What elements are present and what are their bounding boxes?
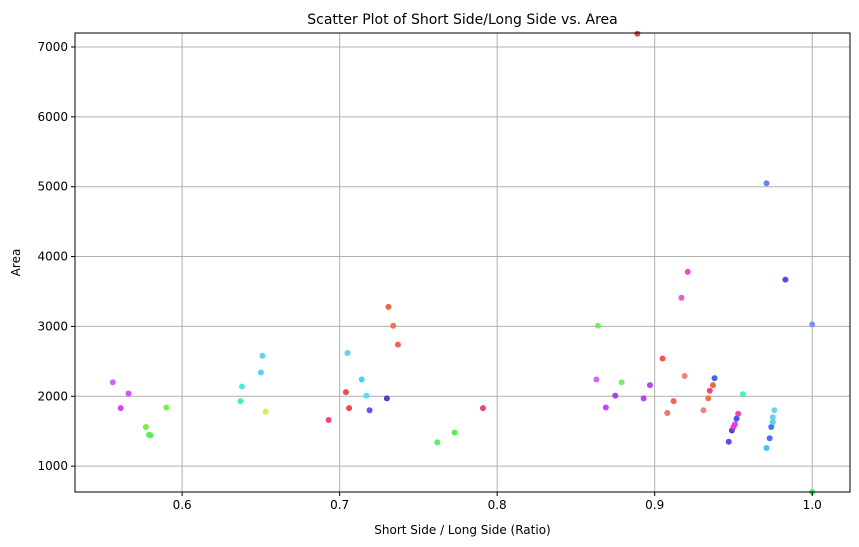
scatter-point (769, 419, 776, 426)
x-tick-label: 0.8 (488, 498, 507, 512)
scatter-point (117, 405, 124, 412)
y-tick-label: 2000 (37, 389, 68, 403)
y-tick-label: 7000 (37, 40, 68, 54)
x-tick-label: 0.9 (645, 498, 664, 512)
scatter-point (732, 421, 739, 428)
scatter-point (700, 407, 707, 414)
y-tick-label: 4000 (37, 250, 68, 264)
y-axis-label: Area (9, 249, 23, 277)
x-tick-label: 0.6 (173, 498, 192, 512)
scatter-point (125, 390, 132, 397)
scatter-point (358, 376, 365, 383)
scatter-point (383, 395, 390, 402)
grid-lines (75, 33, 850, 492)
scatter-point (325, 417, 332, 424)
scatter-point (262, 408, 269, 415)
scatter-point (681, 373, 688, 380)
scatter-point (163, 404, 170, 411)
scatter-point (344, 349, 351, 356)
scatter-point (678, 294, 685, 301)
scatter-point (612, 392, 619, 399)
scatter-points (109, 30, 816, 495)
scatter-point (385, 303, 392, 310)
scatter-point (763, 444, 770, 451)
scatter-point (479, 405, 486, 412)
scatter-point (766, 435, 773, 442)
scatter-point (646, 382, 653, 389)
scatter-point (659, 355, 666, 362)
scatter-point (771, 407, 778, 414)
x-tick-label: 1.0 (803, 498, 822, 512)
chart-title: Scatter Plot of Short Side/Long Side vs.… (307, 12, 618, 28)
scatter-point (257, 369, 264, 376)
y-tick-label: 3000 (37, 319, 68, 333)
scatter-point (237, 398, 244, 405)
y-tick-label: 6000 (37, 110, 68, 124)
scatter-point (238, 383, 245, 390)
y-tick-label: 5000 (37, 180, 68, 194)
scatter-point (147, 432, 154, 439)
x-axis-label: Short Side / Long Side (Ratio) (374, 523, 550, 537)
scatter-point (602, 404, 609, 411)
scatter-point (768, 424, 775, 431)
scatter-point (782, 276, 789, 283)
scatter-point (451, 429, 458, 436)
scatter-point (711, 375, 718, 382)
scatter-point (366, 407, 373, 414)
scatter-point (390, 322, 397, 329)
scatter-point (705, 395, 712, 402)
scatter-point (594, 322, 601, 329)
scatter-point (259, 352, 266, 359)
scatter-point (640, 395, 647, 402)
scatter-point (684, 268, 691, 275)
scatter-point (670, 398, 677, 405)
scatter-point (725, 438, 732, 445)
scatter-point (735, 410, 742, 417)
scatter-point (363, 392, 370, 399)
plot-frame (74, 32, 851, 493)
scatter-point (342, 389, 349, 396)
scatter-point (664, 410, 671, 417)
scatter-point (618, 379, 625, 386)
scatter-point (739, 391, 746, 398)
scatter-point (346, 405, 353, 412)
scatter-point (142, 424, 149, 431)
scatter-point (394, 341, 401, 348)
scatter-point (109, 379, 116, 386)
scatter-point (634, 30, 641, 37)
scatter-point (763, 180, 770, 187)
scatter-point (593, 376, 600, 383)
scatter-point (733, 415, 740, 422)
scatter-point (434, 439, 441, 446)
scatter-point (706, 387, 713, 394)
x-tick-label: 0.7 (330, 498, 349, 512)
scatter-point (709, 382, 716, 389)
scatter-point (769, 414, 776, 421)
y-axis-ticks: 1000 2000 3000 4000 5000 6000 7000 (37, 40, 75, 473)
scatter-point (809, 321, 816, 328)
x-axis-ticks: 0.6 0.7 0.8 0.9 1.0 (173, 492, 822, 512)
y-tick-label: 1000 (37, 459, 68, 473)
